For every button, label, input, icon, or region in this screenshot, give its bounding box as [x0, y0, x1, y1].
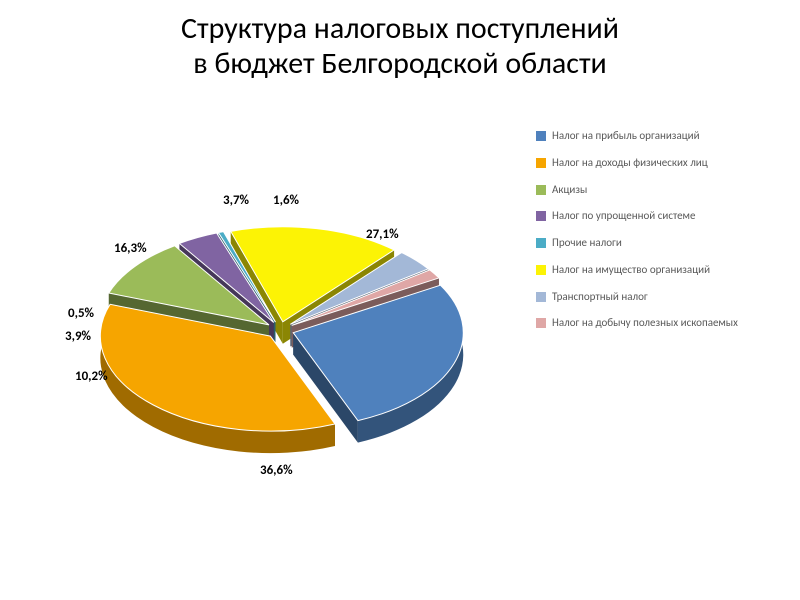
data-label: 3,7% — [223, 193, 249, 208]
data-label: 1,6% — [273, 193, 299, 208]
legend-swatch — [536, 211, 546, 221]
legend-label: Налог по упрощенной системе — [552, 209, 695, 223]
legend-swatch — [536, 185, 546, 195]
data-label: 16,3% — [114, 241, 147, 256]
data-label: 10,2% — [75, 369, 108, 384]
data-label: 0,5% — [68, 306, 94, 321]
legend-item: Налог на прибыль организаций — [536, 129, 756, 143]
legend-swatch — [536, 238, 546, 248]
legend-swatch — [536, 131, 546, 141]
page-title: Структура налоговых поступлений в бюджет… — [0, 0, 800, 81]
chart-area: 27,1% 36,6% 10,2% 3,9% 0,5% 16,3% 3,7% 1,6% Нал… — [30, 95, 770, 575]
legend-swatch — [536, 158, 546, 168]
data-label: 3,9% — [65, 329, 91, 344]
legend-item: Налог по упрощенной системе — [536, 209, 756, 223]
legend-label: Акцизы — [552, 183, 587, 197]
legend-item: Транспортный налог — [536, 290, 756, 304]
title-line-2: в бюджет Белгородской области — [193, 45, 607, 82]
legend-label: Транспортный налог — [552, 290, 648, 304]
legend-item: Налог на добычу полезных ископаемых — [536, 316, 756, 330]
legend-label: Налог на добычу полезных ископаемых — [552, 316, 738, 330]
legend-label: Налог на имущество организаций — [552, 263, 710, 277]
data-label: 27,1% — [366, 227, 399, 242]
legend-label: Налог на прибыль организаций — [552, 129, 700, 143]
legend-swatch — [536, 265, 546, 275]
legend-item: Акцизы — [536, 183, 756, 197]
legend: Налог на прибыль организаций Налог на дох… — [536, 129, 756, 343]
legend-item: Прочие налоги — [536, 236, 756, 250]
legend-label: Прочие налоги — [552, 236, 622, 250]
legend-swatch — [536, 292, 546, 302]
legend-item: Налог на доходы физических лиц — [536, 156, 756, 170]
pie-chart: 27,1% 36,6% 10,2% 3,9% 0,5% 16,3% 3,7% 1,6% — [50, 165, 480, 485]
title-line-1: Структура налоговых поступлений — [181, 10, 619, 47]
legend-item: Налог на имущество организаций — [536, 263, 756, 277]
legend-label: Налог на доходы физических лиц — [552, 156, 708, 170]
legend-swatch — [536, 318, 546, 328]
data-label: 36,6% — [260, 463, 293, 478]
